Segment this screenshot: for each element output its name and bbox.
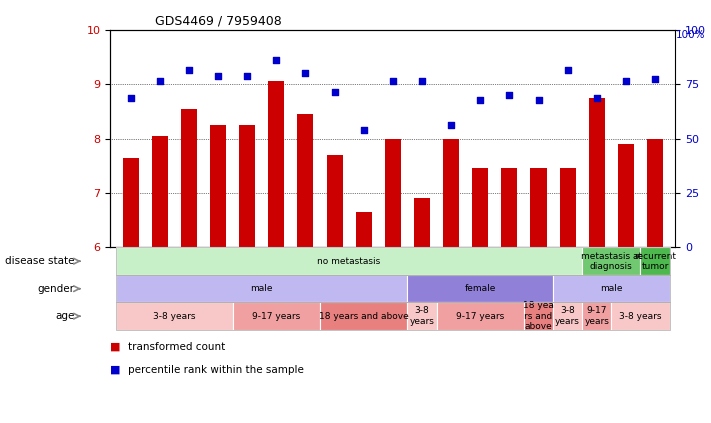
Bar <box>589 98 605 247</box>
Text: transformed count: transformed count <box>128 342 225 352</box>
Point <box>416 78 427 85</box>
Point <box>271 56 282 63</box>
Text: age: age <box>55 311 75 321</box>
Bar <box>560 168 576 247</box>
Bar <box>181 109 197 247</box>
Text: 3-8 years: 3-8 years <box>153 312 196 321</box>
Bar <box>122 158 139 247</box>
Point <box>125 94 137 101</box>
Point <box>474 97 486 104</box>
Point <box>620 78 631 85</box>
Text: disease state: disease state <box>5 256 75 266</box>
Bar <box>210 125 226 247</box>
Point <box>213 72 224 79</box>
Point <box>358 127 370 134</box>
Text: 9-17 years: 9-17 years <box>252 312 301 321</box>
Text: ■: ■ <box>110 365 121 375</box>
Point <box>591 94 602 101</box>
Text: 9-17
years: 9-17 years <box>584 307 609 326</box>
Text: 3-8 years: 3-8 years <box>619 312 662 321</box>
Text: metastasis at
diagnosis: metastasis at diagnosis <box>581 252 642 271</box>
Point <box>154 78 166 85</box>
Text: 3-8
years: 3-8 years <box>555 307 580 326</box>
Text: 18 yea
rs and
above: 18 yea rs and above <box>523 301 554 331</box>
Bar <box>618 144 634 247</box>
Bar <box>647 139 663 247</box>
Text: male: male <box>250 284 273 293</box>
Bar <box>297 114 314 247</box>
Text: gender: gender <box>38 284 75 294</box>
Text: GDS4469 / 7959408: GDS4469 / 7959408 <box>156 14 282 27</box>
Point <box>503 92 515 99</box>
Text: 100%: 100% <box>675 30 705 40</box>
Bar <box>414 198 430 247</box>
Bar <box>326 155 343 247</box>
Text: no metastasis: no metastasis <box>318 257 381 266</box>
Text: recurrent
tumor: recurrent tumor <box>634 252 676 271</box>
Point <box>300 70 311 77</box>
Bar <box>268 81 284 247</box>
Text: percentile rank within the sample: percentile rank within the sample <box>128 365 304 375</box>
Point <box>242 72 253 79</box>
Bar <box>239 125 255 247</box>
Point <box>533 97 544 104</box>
Point <box>562 67 573 74</box>
Point <box>183 67 195 74</box>
Point <box>649 75 661 82</box>
Text: female: female <box>464 284 496 293</box>
Bar <box>472 168 488 247</box>
Text: 3-8
years: 3-8 years <box>410 307 434 326</box>
Text: male: male <box>600 284 623 293</box>
Bar <box>530 168 547 247</box>
Bar <box>501 168 518 247</box>
Text: ■: ■ <box>110 342 121 352</box>
Point <box>387 78 398 85</box>
Bar <box>151 136 168 247</box>
Text: 9-17 years: 9-17 years <box>456 312 504 321</box>
Bar <box>385 139 401 247</box>
Bar <box>443 139 459 247</box>
Point <box>329 89 341 96</box>
Point <box>445 121 456 128</box>
Text: 18 years and above: 18 years and above <box>319 312 409 321</box>
Bar <box>356 212 372 247</box>
